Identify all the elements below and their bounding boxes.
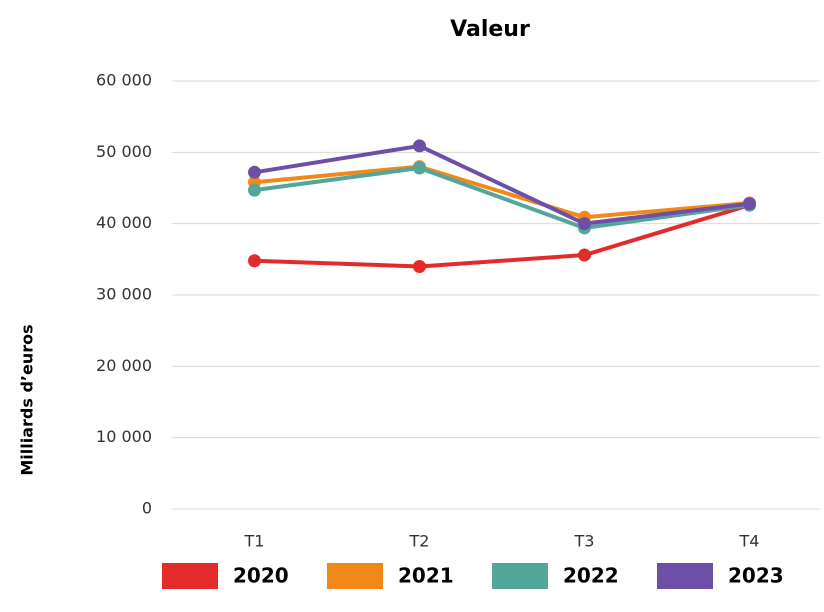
data-point xyxy=(413,161,426,175)
legend-swatch xyxy=(657,563,713,589)
chart-title: Valeur xyxy=(450,17,530,42)
data-point xyxy=(413,259,426,273)
x-tick-label: T2 xyxy=(409,532,430,551)
y-tick-label: 30 000 xyxy=(96,285,152,304)
data-point xyxy=(248,183,261,197)
data-point xyxy=(743,197,756,211)
y-tick-label: 60 000 xyxy=(96,71,152,90)
y-tick-label: 40 000 xyxy=(96,213,152,232)
series-line xyxy=(254,166,750,230)
y-tick-label: 10 000 xyxy=(96,427,152,446)
data-point xyxy=(578,248,591,262)
series-line xyxy=(254,164,750,220)
series-line xyxy=(254,203,751,269)
legend-swatch xyxy=(492,563,548,589)
series-line xyxy=(254,143,750,226)
y-axis-label: Milliards d’euros xyxy=(18,324,37,475)
y-tick-label: 0 xyxy=(142,499,152,518)
x-tick-label: T3 xyxy=(574,532,595,551)
legend-label: 2022 xyxy=(563,564,619,588)
legend-swatch xyxy=(162,563,218,589)
legend-swatch xyxy=(327,563,383,589)
data-point xyxy=(578,217,591,231)
legend-label: 2021 xyxy=(398,564,454,588)
y-tick-label: 50 000 xyxy=(96,142,152,161)
data-point xyxy=(413,139,426,153)
legend-label: 2023 xyxy=(728,564,784,588)
data-point xyxy=(248,254,261,268)
y-tick-label: 20 000 xyxy=(96,356,152,375)
x-tick-label: T1 xyxy=(244,532,265,551)
x-tick-label: T4 xyxy=(739,532,760,551)
legend-label: 2020 xyxy=(233,564,289,588)
data-point xyxy=(248,165,261,179)
